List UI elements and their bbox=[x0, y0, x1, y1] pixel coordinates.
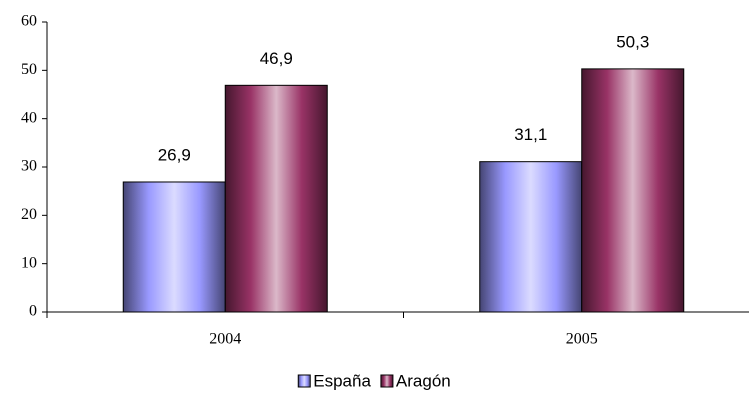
value-label: 31,1 bbox=[514, 125, 547, 144]
value-label: 26,9 bbox=[158, 145, 191, 164]
value-label: 50,3 bbox=[616, 32, 649, 51]
y-tick-label: 60 bbox=[21, 13, 37, 30]
y-tick-label: 50 bbox=[21, 61, 37, 78]
legend-swatch bbox=[297, 374, 311, 388]
y-tick-label: 10 bbox=[21, 254, 37, 271]
y-tick-label: 40 bbox=[21, 109, 37, 126]
bar bbox=[224, 84, 328, 313]
bar bbox=[581, 68, 685, 313]
value-label: 46,9 bbox=[260, 49, 293, 68]
x-tick-label: 2005 bbox=[566, 331, 598, 348]
legend: España Aragón bbox=[297, 371, 451, 390]
legend-label: España bbox=[313, 371, 371, 390]
y-tick-label: 30 bbox=[21, 158, 37, 175]
y-tick-label: 20 bbox=[21, 206, 37, 223]
x-tick-label: 2004 bbox=[209, 331, 241, 348]
bar bbox=[479, 161, 583, 313]
legend-swatch bbox=[380, 374, 394, 388]
legend-label: Aragón bbox=[396, 371, 451, 390]
bar bbox=[122, 181, 226, 313]
y-tick-label: 0 bbox=[29, 303, 37, 320]
